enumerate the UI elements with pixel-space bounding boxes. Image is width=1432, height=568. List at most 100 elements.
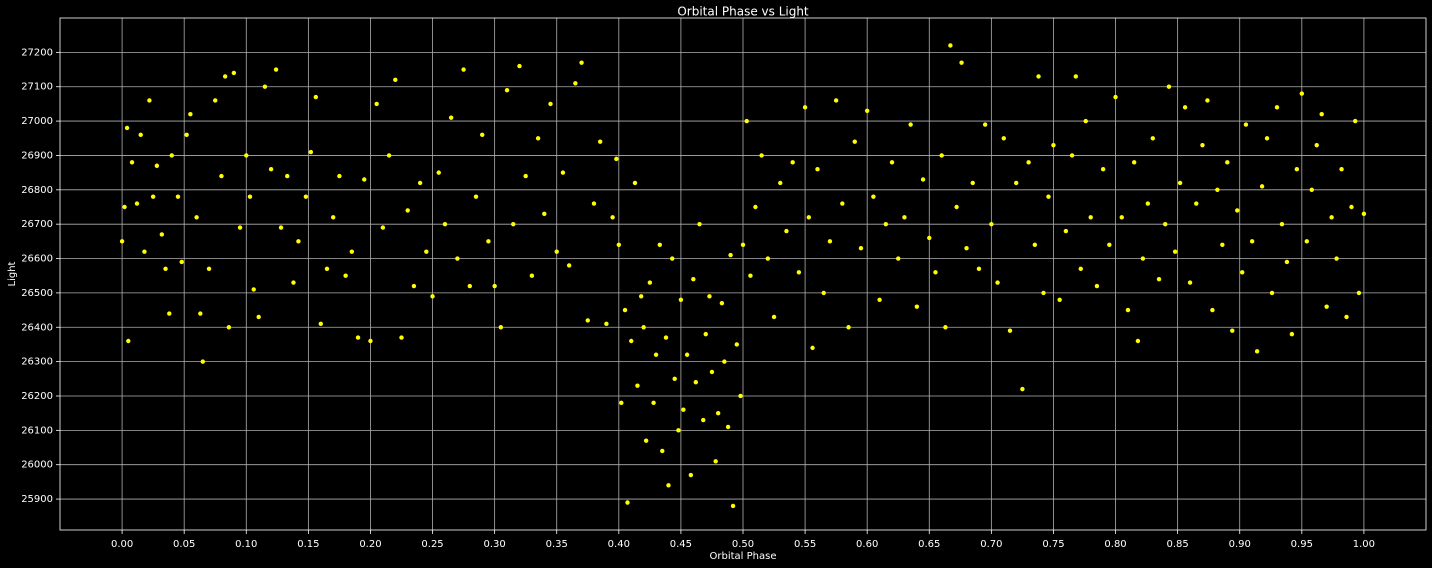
y-tick-label: 26500	[21, 288, 53, 299]
point	[632, 180, 638, 186]
point	[424, 249, 429, 254]
point	[643, 438, 649, 443]
point	[273, 67, 279, 72]
y-tick-label: 26400	[21, 322, 53, 333]
point	[1135, 338, 1141, 344]
point	[954, 204, 959, 210]
point	[1284, 259, 1290, 265]
point	[226, 325, 232, 330]
point	[134, 201, 140, 206]
point	[701, 417, 706, 423]
point	[753, 204, 758, 210]
point	[318, 321, 323, 327]
point	[1113, 94, 1118, 100]
y-tick-label: 27000	[21, 116, 53, 127]
point	[331, 215, 336, 220]
point	[864, 108, 870, 113]
point	[296, 239, 301, 244]
point	[1094, 283, 1100, 289]
point	[1163, 221, 1168, 227]
point	[126, 338, 131, 344]
x-tick-label: 0.85	[1167, 539, 1189, 550]
point	[663, 335, 669, 340]
point	[291, 280, 296, 285]
point	[964, 246, 969, 251]
x-tick-label: 0.40	[608, 539, 630, 550]
point	[268, 166, 274, 172]
point	[959, 60, 964, 65]
point	[604, 321, 609, 327]
x-tick-label: 0.00	[111, 539, 133, 550]
point	[498, 325, 504, 330]
point	[184, 132, 189, 138]
point	[194, 215, 199, 220]
point	[442, 221, 448, 227]
point	[159, 232, 165, 237]
point	[213, 98, 218, 103]
point	[943, 325, 948, 330]
plot-frame	[59, 17, 1427, 531]
point	[467, 283, 472, 289]
point	[1225, 160, 1230, 165]
point	[619, 400, 624, 406]
point	[778, 180, 783, 186]
point	[163, 266, 168, 272]
y-axis-label: Light	[7, 261, 18, 286]
point	[150, 194, 156, 199]
point	[933, 270, 938, 275]
point	[681, 407, 686, 412]
x-tick-label: 0.50	[732, 539, 754, 550]
point	[1083, 118, 1088, 124]
x-tick-label: 0.25	[421, 539, 443, 550]
point	[573, 81, 578, 86]
point	[278, 225, 284, 230]
point	[719, 301, 725, 306]
point	[1145, 201, 1151, 206]
point	[725, 424, 731, 430]
point	[188, 112, 193, 117]
point	[368, 338, 373, 344]
point	[405, 208, 410, 213]
point	[614, 156, 619, 162]
point	[244, 153, 249, 158]
point	[251, 287, 256, 292]
point	[1140, 256, 1146, 261]
point	[504, 87, 510, 93]
x-tick-label: 0.70	[980, 539, 1002, 550]
point	[1361, 211, 1367, 217]
point	[1063, 228, 1069, 234]
point	[970, 180, 975, 186]
point	[169, 153, 174, 158]
point	[660, 448, 665, 454]
point	[821, 290, 826, 296]
point	[1046, 194, 1051, 199]
point	[1177, 180, 1183, 186]
point	[529, 273, 535, 278]
point	[247, 194, 253, 199]
point	[308, 149, 314, 155]
x-tick-label: 0.15	[297, 539, 319, 550]
point	[948, 43, 953, 48]
point	[1036, 74, 1041, 79]
point	[1041, 290, 1046, 296]
point	[833, 98, 839, 103]
point	[473, 194, 479, 199]
x-tick-label: 0.75	[1042, 539, 1064, 550]
point	[734, 342, 739, 347]
point	[1264, 136, 1270, 141]
point	[759, 153, 764, 158]
point	[1324, 304, 1329, 309]
point	[175, 194, 181, 199]
point	[1319, 112, 1324, 117]
point	[591, 201, 597, 206]
point	[349, 249, 355, 254]
point	[1230, 328, 1235, 333]
point	[455, 256, 460, 261]
y-tick-label: 25900	[21, 494, 53, 505]
point	[693, 380, 699, 385]
point	[622, 307, 628, 313]
point	[523, 173, 528, 179]
point	[657, 242, 662, 247]
